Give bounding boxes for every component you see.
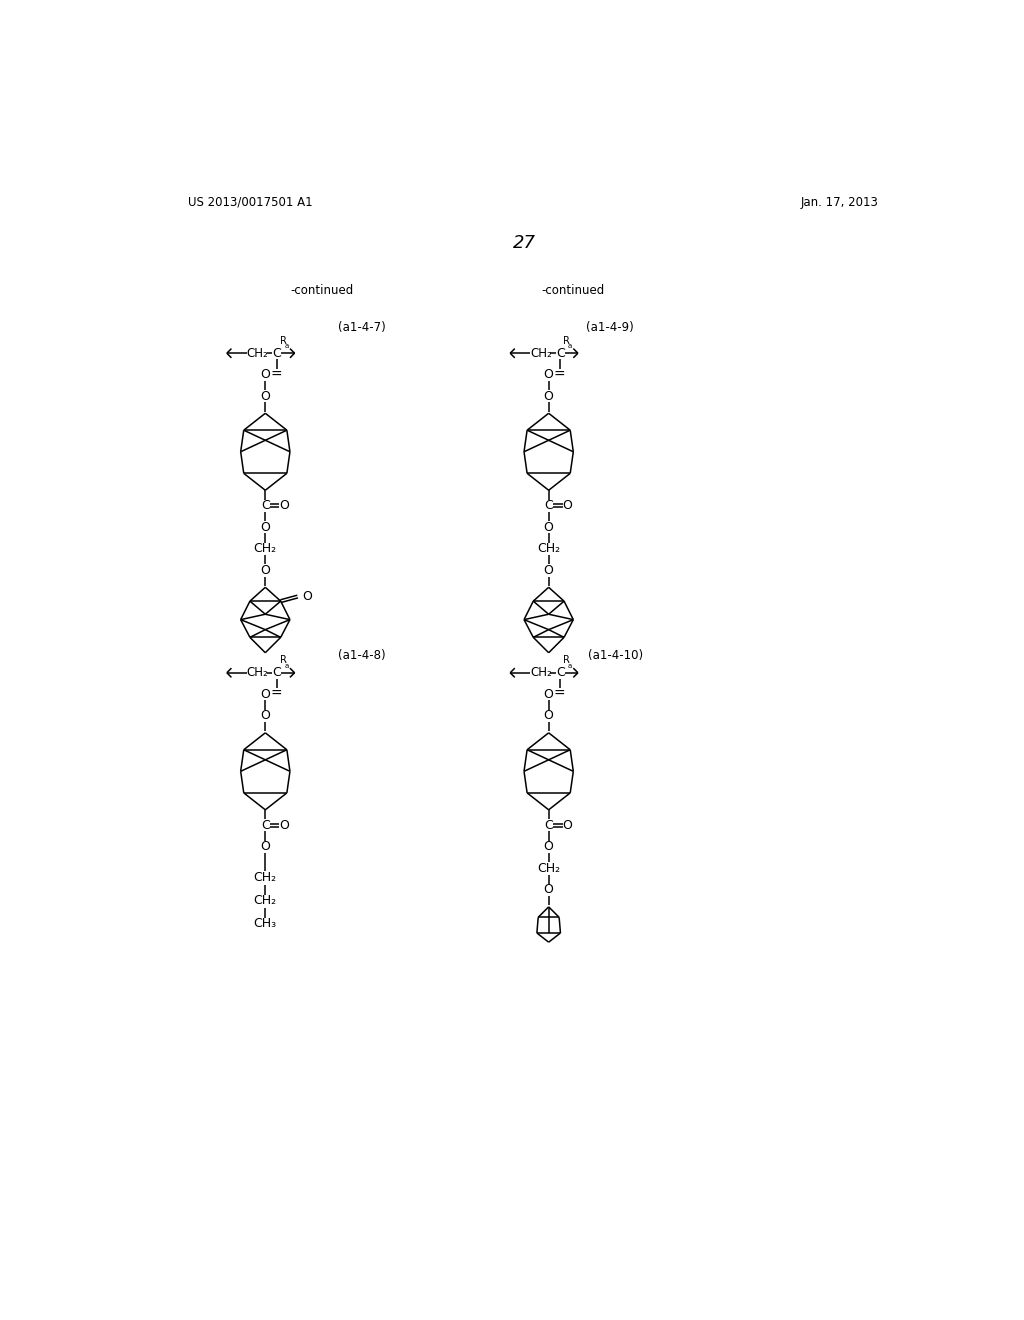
Text: US 2013/0017501 A1: US 2013/0017501 A1 — [188, 195, 313, 209]
Text: a: a — [285, 663, 289, 669]
Text: =: = — [270, 688, 282, 701]
Text: CH₃: CH₃ — [254, 917, 276, 931]
Text: CH₂: CH₂ — [247, 667, 268, 680]
Text: O: O — [279, 818, 289, 832]
Text: O: O — [544, 709, 554, 722]
Text: CH₂: CH₂ — [530, 667, 552, 680]
Text: C: C — [545, 499, 553, 512]
Text: O: O — [279, 499, 289, 512]
Text: O: O — [544, 520, 554, 533]
Text: CH₂: CH₂ — [538, 862, 560, 875]
Text: CH₂: CH₂ — [247, 347, 268, 360]
Text: C: C — [556, 347, 564, 360]
Text: O: O — [260, 841, 270, 853]
Text: R: R — [563, 335, 570, 346]
Text: O: O — [544, 564, 554, 577]
Text: -continued: -continued — [290, 284, 353, 297]
Text: O: O — [260, 709, 270, 722]
Text: C: C — [545, 818, 553, 832]
Text: a: a — [568, 663, 572, 669]
Text: a: a — [568, 343, 572, 350]
Text: (a1-4-9): (a1-4-9) — [586, 321, 634, 334]
Text: CH₂: CH₂ — [254, 871, 276, 884]
Text: =: = — [554, 368, 565, 381]
Text: C: C — [556, 667, 564, 680]
Text: CH₂: CH₂ — [254, 543, 276, 556]
Text: R: R — [563, 656, 570, 665]
Text: =: = — [554, 688, 565, 701]
Text: O: O — [544, 688, 554, 701]
Text: C: C — [261, 818, 269, 832]
Text: O: O — [260, 389, 270, 403]
Text: (a1-4-10): (a1-4-10) — [588, 648, 643, 661]
Text: O: O — [302, 590, 312, 603]
Text: 27: 27 — [513, 234, 537, 252]
Text: O: O — [260, 564, 270, 577]
Text: CH₂: CH₂ — [538, 543, 560, 556]
Text: O: O — [260, 688, 270, 701]
Text: O: O — [544, 883, 554, 896]
Text: O: O — [544, 841, 554, 853]
Text: O: O — [544, 368, 554, 381]
Text: CH₂: CH₂ — [254, 894, 276, 907]
Text: O: O — [260, 520, 270, 533]
Text: R: R — [280, 656, 287, 665]
Text: -continued: -continued — [542, 284, 605, 297]
Text: C: C — [272, 667, 282, 680]
Text: O: O — [562, 499, 572, 512]
Text: O: O — [260, 368, 270, 381]
Text: =: = — [270, 368, 282, 381]
Text: C: C — [261, 499, 269, 512]
Text: Jan. 17, 2013: Jan. 17, 2013 — [801, 195, 879, 209]
Text: a: a — [285, 343, 289, 350]
Text: C: C — [272, 347, 282, 360]
Text: R: R — [280, 335, 287, 346]
Text: O: O — [544, 389, 554, 403]
Text: (a1-4-8): (a1-4-8) — [338, 648, 385, 661]
Text: O: O — [562, 818, 572, 832]
Text: (a1-4-7): (a1-4-7) — [338, 321, 385, 334]
Text: CH₂: CH₂ — [530, 347, 552, 360]
